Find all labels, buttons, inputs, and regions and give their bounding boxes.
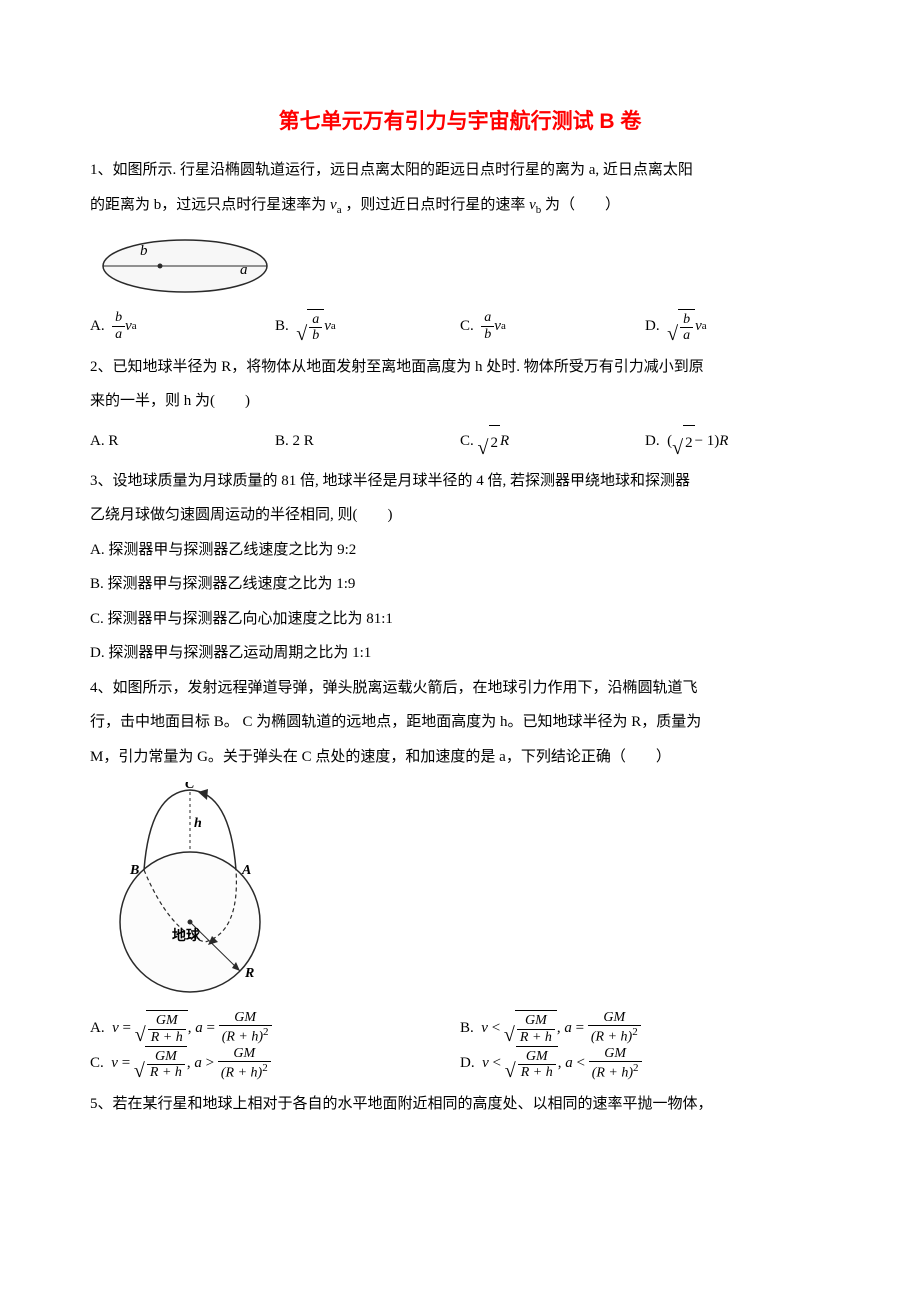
fraction-icon: GM(R + h)2	[218, 1046, 271, 1081]
q1-optD: D. √ba va	[645, 309, 830, 344]
q4-optA: A. v = √GMR + h , a = GM(R + h)2	[90, 1010, 460, 1045]
svg-text:b: b	[140, 243, 148, 259]
q2-optA: A. R	[90, 425, 275, 458]
fraction-icon: GM(R + h)2	[219, 1010, 272, 1045]
q4-options: A. v = √GMR + h , a = GM(R + h)2 B. v < …	[90, 1010, 830, 1081]
q1-line1: 1、如图所示. 行星沿椭圆轨道运行，远日点离太阳的距远日点时行星的离为 a, 近…	[90, 153, 830, 188]
svg-text:C: C	[185, 782, 195, 792]
q1-text4: 为（ ）	[545, 197, 620, 213]
q1-line2: 的距离为 b，过远只点时行星速率为 va ，则过近日点时行星的速率 vb 为（ …	[90, 188, 830, 223]
q3-line1: 3、设地球质量为月球质量的 81 倍, 地球半径是月球半径的 4 倍, 若探测器…	[90, 464, 830, 499]
q4-figure: C B A h R 地球	[90, 782, 830, 1002]
q4-line1: 4、如图所示，发射远程弹道导弹，弹头脱离运载火箭后，在地球引力作用下，沿椭圆轨道…	[90, 671, 830, 706]
q1-optC: C. ab va	[460, 309, 645, 344]
q1-text2: 的距离为 b，过远只点时行星速率为	[90, 197, 326, 213]
q1-optB: B. √ab va	[275, 309, 460, 344]
svg-text:R: R	[244, 966, 254, 981]
q3-optB: B. 探测器甲与探测器乙线速度之比为 1:9	[90, 567, 830, 602]
svg-text:B: B	[129, 863, 139, 878]
q3-line2: 乙绕月球做匀速圆周运动的半径相同, 则( )	[90, 498, 830, 533]
q4-optD: D. v < √GMR + h , a < GM(R + h)2	[460, 1046, 830, 1081]
q1-options: A. ba va B. √ab va C. ab va D. √ba va	[90, 309, 830, 344]
q4-optB: B. v < √GMR + h , a = GM(R + h)2	[460, 1010, 830, 1045]
q1-vb: vb	[529, 197, 541, 213]
sqrt-icon: √GMR + h	[504, 1010, 557, 1045]
sqrt-icon: √GMR + h	[505, 1046, 558, 1081]
q4-optC: C. v = √GMR + h , a > GM(R + h)2	[90, 1046, 460, 1081]
q2-optB: B. 2 R	[275, 425, 460, 458]
svg-text:a: a	[240, 262, 248, 278]
q2-options: A. R B. 2 R C. √2R D. (√2 − 1)R	[90, 425, 830, 458]
fraction-icon: ab	[481, 310, 494, 342]
q4-line2: 行，击中地面目标 B。 C 为椭圆轨道的远地点，距地面高度为 h。已知地球半径为…	[90, 705, 830, 740]
q2-line1: 2、已知地球半径为 R，将物体从地面发射至离地面高度为 h 处时. 物体所受万有…	[90, 350, 830, 385]
q2-optD: D. (√2 − 1)R	[645, 425, 830, 458]
fraction-icon: ba	[112, 310, 125, 342]
q3-optC: C. 探测器甲与探测器乙向心加速度之比为 81:1	[90, 602, 830, 637]
q5-line1: 5、若在某行星和地球上相对于各自的水平地面附近相同的高度处、以相同的速率平抛一物…	[90, 1087, 830, 1122]
q3-optD: D. 探测器甲与探测器乙运动周期之比为 1:1	[90, 636, 830, 671]
document-title: 第七单元万有引力与宇宙航行测试 B 卷	[90, 105, 830, 135]
svg-text:A: A	[241, 863, 251, 878]
q3-optA: A. 探测器甲与探测器乙线速度之比为 9:2	[90, 533, 830, 568]
q1-optA: A. ba va	[90, 309, 275, 344]
q1-text3: ，则过近日点时行星的速率	[345, 197, 525, 213]
sqrt-icon: √2	[672, 425, 694, 458]
q4-line3: M，引力常量为 G。关于弹头在 C 点处的速度，和加速度的是 a，下列结论正确（…	[90, 740, 830, 775]
q2-line2: 来的一半，则 h 为( )	[90, 384, 830, 419]
svg-text:地球: 地球	[172, 927, 201, 944]
sqrt-icon: √ab	[296, 309, 324, 344]
q2-optC: C. √2R	[460, 425, 645, 458]
sqrt-icon: √GMR + h	[135, 1010, 188, 1045]
q1-va: va	[330, 197, 342, 213]
sqrt-icon: √ba	[667, 309, 695, 344]
sqrt-icon: √GMR + h	[134, 1046, 187, 1081]
sqrt-icon: √2	[478, 425, 500, 458]
fraction-icon: GM(R + h)2	[589, 1046, 642, 1081]
fraction-icon: GM(R + h)2	[588, 1010, 641, 1045]
svg-text:h: h	[194, 816, 202, 831]
q1-figure: b a	[90, 231, 830, 301]
page-container: 第七单元万有引力与宇宙航行测试 B 卷 1、如图所示. 行星沿椭圆轨道运行，远日…	[0, 0, 920, 1161]
